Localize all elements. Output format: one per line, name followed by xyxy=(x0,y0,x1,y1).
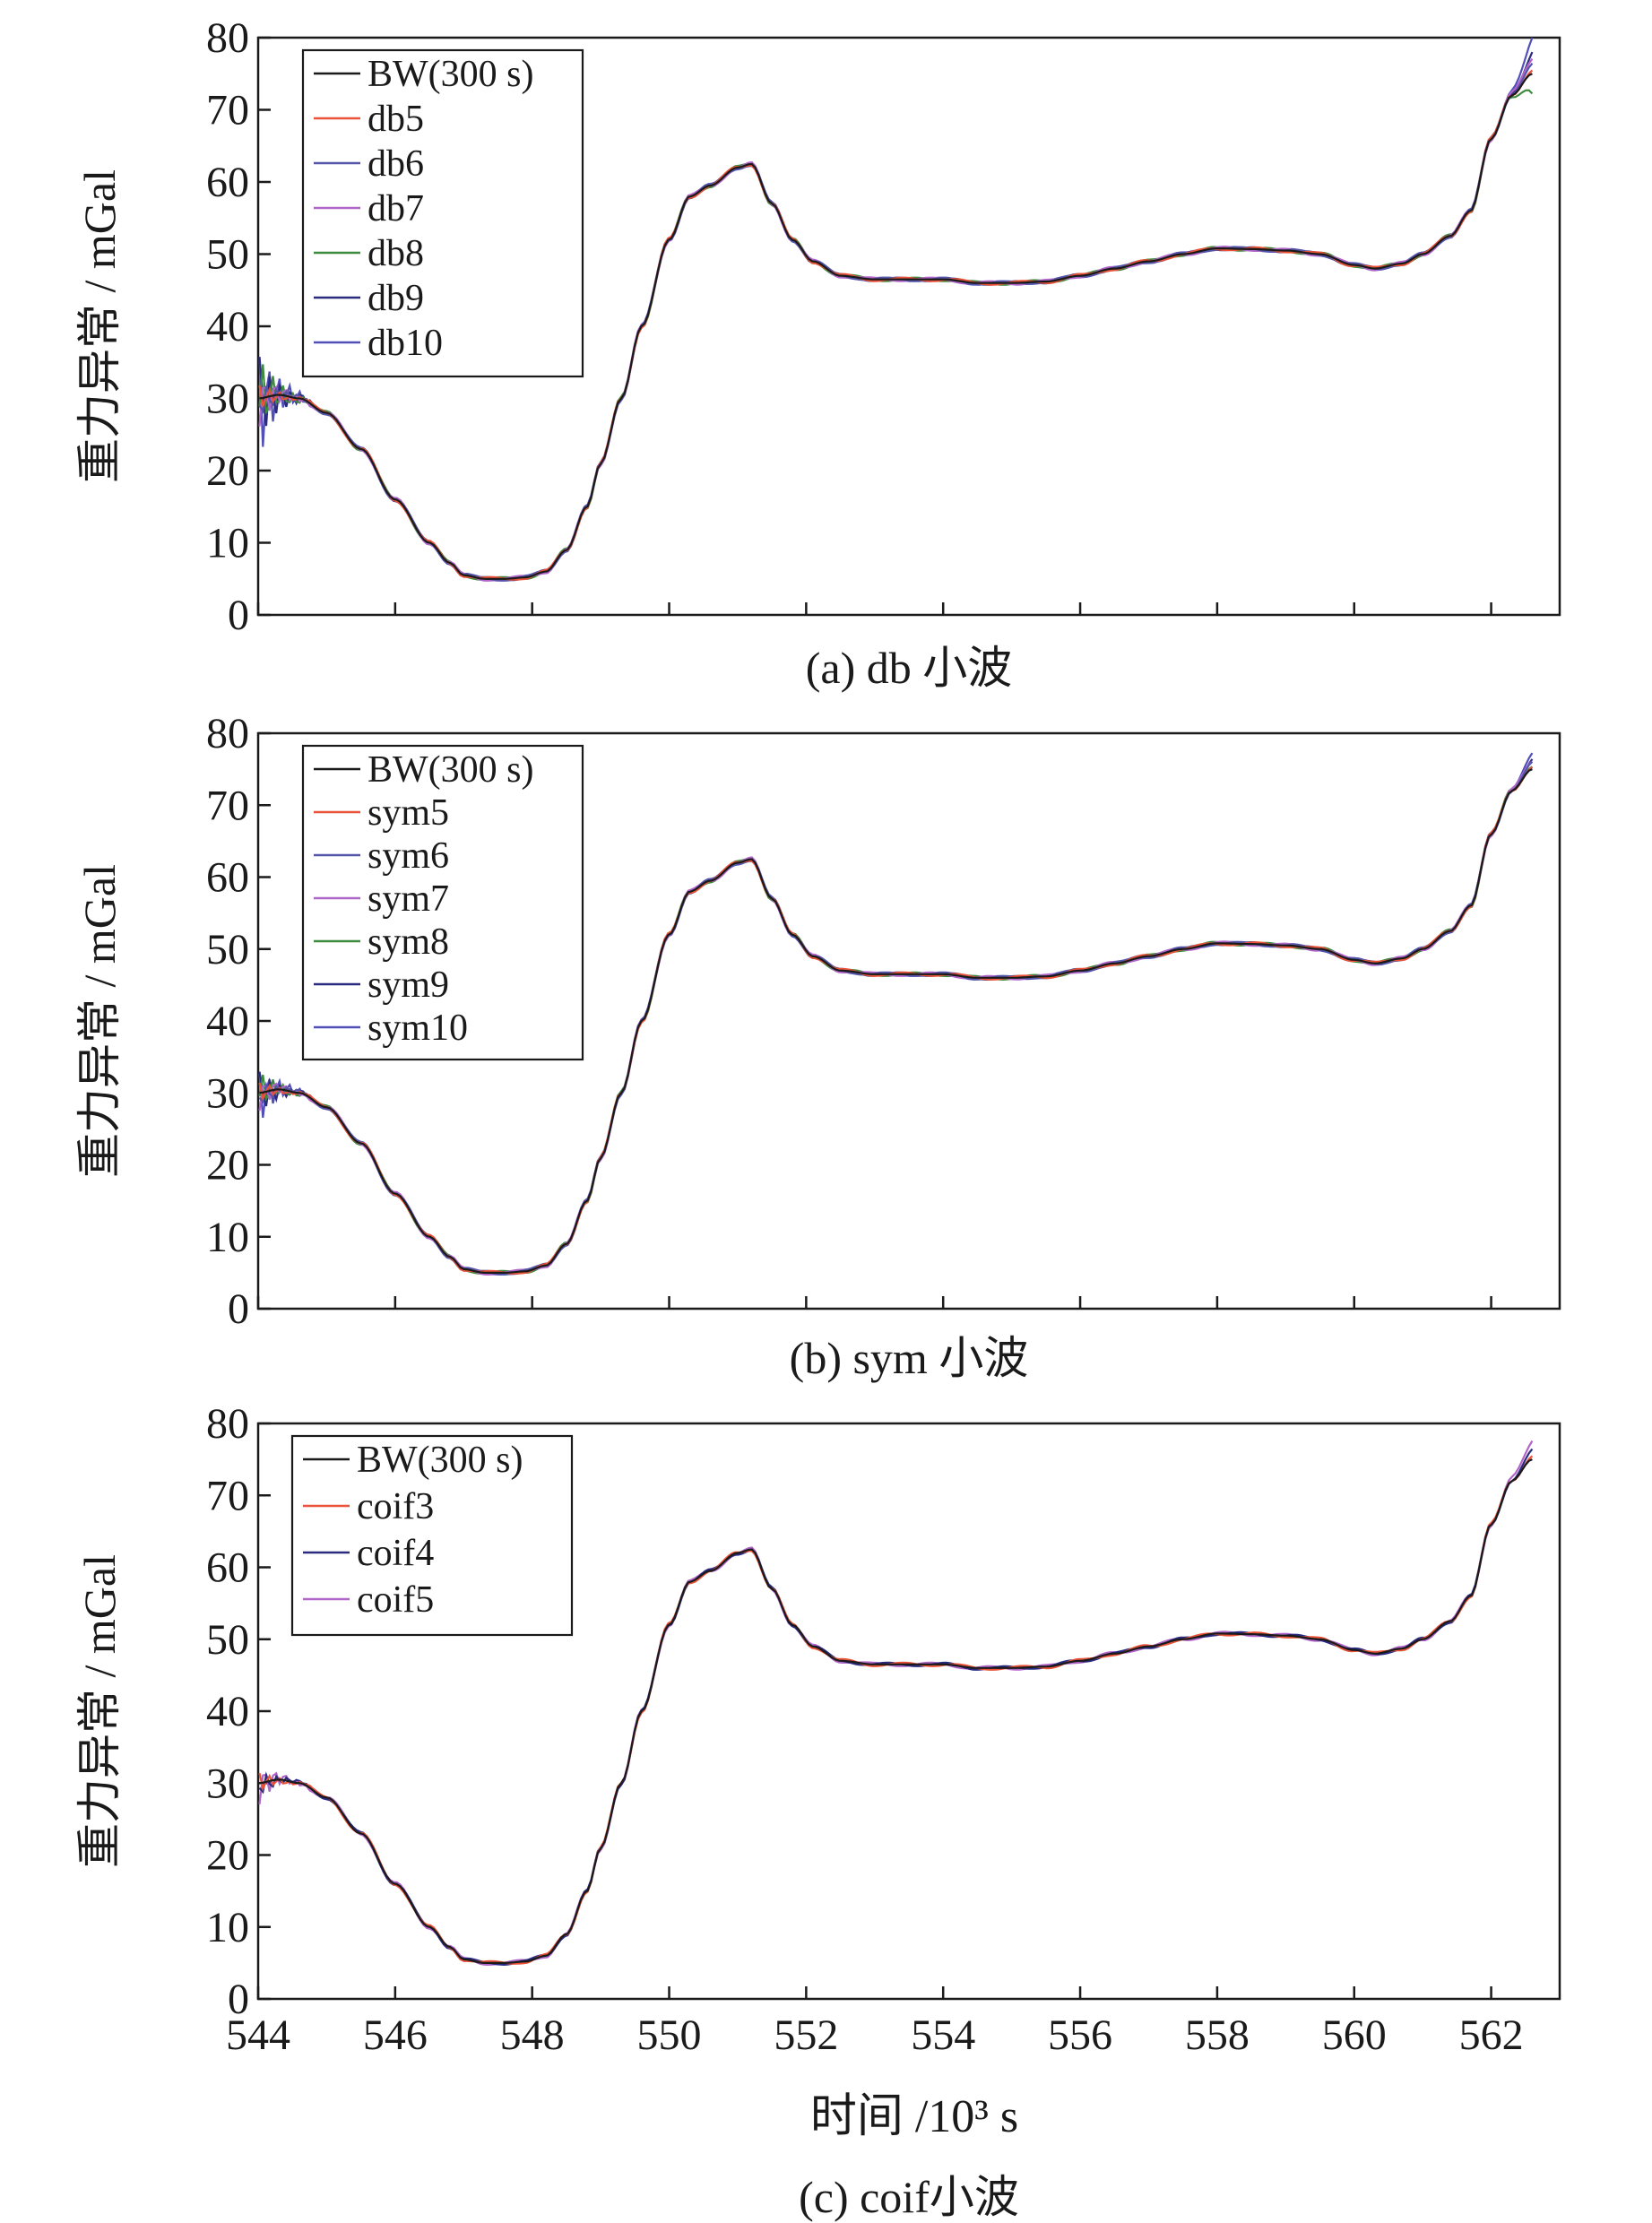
legend-entry: sym10 xyxy=(368,1008,468,1049)
y-tick-label: 20 xyxy=(206,447,249,495)
legend-entry: db10 xyxy=(368,323,443,364)
x-tick-label: 556 xyxy=(1048,2011,1112,2059)
legend: BW(300 s) coif3 coif4 coif5 xyxy=(290,1434,574,1637)
chart-panel-3: 0 10 20 30 40 50 60 70 80 544 546 548 550 552 554 556 55… xyxy=(74,1400,1561,2222)
legend-entry: coif4 xyxy=(357,1533,434,1574)
y-tick-label: 70 xyxy=(206,1472,249,1519)
y-tick-label: 0 xyxy=(228,592,249,639)
x-tick-label: 544 xyxy=(226,2011,290,2059)
y-tick-label: 60 xyxy=(206,159,249,206)
legend-entry: db8 xyxy=(368,233,424,274)
y-axis-label: 重力异常 / mGal xyxy=(74,1554,125,1868)
y-tick-label: 40 xyxy=(206,303,249,350)
x-tick-label: 552 xyxy=(774,2011,838,2059)
series-line-bw-300-s- xyxy=(259,73,1533,580)
legend-entry: sym7 xyxy=(368,878,449,920)
legend-entry: db9 xyxy=(368,278,424,319)
chart-panel-2: 0 10 20 30 40 50 60 70 80 重力异常 / mGal (b) sym 小波 BW… xyxy=(74,710,1561,1383)
y-tick-label: 10 xyxy=(206,1214,249,1261)
legend-box xyxy=(301,48,584,378)
y-tick-label: 0 xyxy=(228,1976,249,2023)
y-tick-label: 70 xyxy=(206,782,249,829)
y-tick-label: 0 xyxy=(228,1285,249,1333)
y-tick-label: 10 xyxy=(206,1904,249,1951)
y-tick-label: 80 xyxy=(206,14,249,62)
y-tick-label: 40 xyxy=(206,1688,249,1735)
legend-entry: sym9 xyxy=(368,964,449,1006)
legend-entry: coif3 xyxy=(357,1486,434,1527)
y-tick-label: 30 xyxy=(206,376,249,423)
y-tick-label: 70 xyxy=(206,87,249,134)
legend-entry: sym8 xyxy=(368,921,449,963)
legend-entry: sym5 xyxy=(368,792,449,834)
chart-panel-1: 0 10 20 30 40 50 60 70 80 重力异常 / mGal (a) db 小波 BW(… xyxy=(74,14,1561,693)
x-tick-label: 558 xyxy=(1185,2011,1250,2059)
x-tick-label: 554 xyxy=(911,2011,975,2059)
x-tick-label: 548 xyxy=(500,2011,565,2059)
y-tick-label: 40 xyxy=(206,998,249,1045)
series-lines xyxy=(258,1440,1534,1967)
x-axis-label: 时间 /10³ s xyxy=(810,2091,1018,2142)
y-tick-label: 10 xyxy=(206,520,249,567)
series-lines xyxy=(258,752,1534,1276)
legend-entry: BW(300 s) xyxy=(357,1440,523,1481)
y-tick-label: 50 xyxy=(206,1616,249,1664)
series-line-bw-300-s- xyxy=(259,768,1533,1274)
legend-box xyxy=(301,744,584,1061)
y-tick-label: 30 xyxy=(206,1069,249,1117)
panel-caption: (c) coif小波 xyxy=(799,2172,1019,2222)
legend-entry: BW(300 s) xyxy=(368,54,533,95)
x-tick-label: 550 xyxy=(637,2011,702,2059)
legend-entry: db6 xyxy=(368,143,424,185)
legend-entry: sym6 xyxy=(368,835,449,877)
y-tick-label: 20 xyxy=(206,1142,249,1189)
legend-entry: BW(300 s) xyxy=(368,749,533,791)
x-tick-label: 562 xyxy=(1459,2011,1524,2059)
y-tick-label: 30 xyxy=(206,1760,249,1807)
panel-caption: (b) sym 小波 xyxy=(790,1333,1029,1383)
y-axis-label: 重力异常 / mGal xyxy=(74,169,125,483)
series-line-bw-300-s- xyxy=(259,1458,1533,1964)
y-tick-label: 50 xyxy=(206,231,249,279)
x-tick-label: 560 xyxy=(1322,2011,1387,2059)
legend-entry: db7 xyxy=(368,188,424,229)
y-tick-label: 80 xyxy=(206,1400,249,1448)
legend-box xyxy=(290,1434,574,1637)
legend-entry: coif5 xyxy=(357,1579,434,1621)
y-axis-label: 重力异常 / mGal xyxy=(74,864,125,1178)
series-lines xyxy=(258,37,1534,582)
legend-entry: db5 xyxy=(368,99,424,140)
y-tick-label: 60 xyxy=(206,854,249,902)
y-tick-label: 60 xyxy=(206,1544,249,1592)
y-tick-label: 20 xyxy=(206,1832,249,1880)
panel-caption: (a) db 小波 xyxy=(806,643,1013,693)
y-tick-label: 80 xyxy=(206,710,249,757)
y-tick-label: 50 xyxy=(206,926,249,973)
x-tick-label: 546 xyxy=(363,2011,428,2059)
